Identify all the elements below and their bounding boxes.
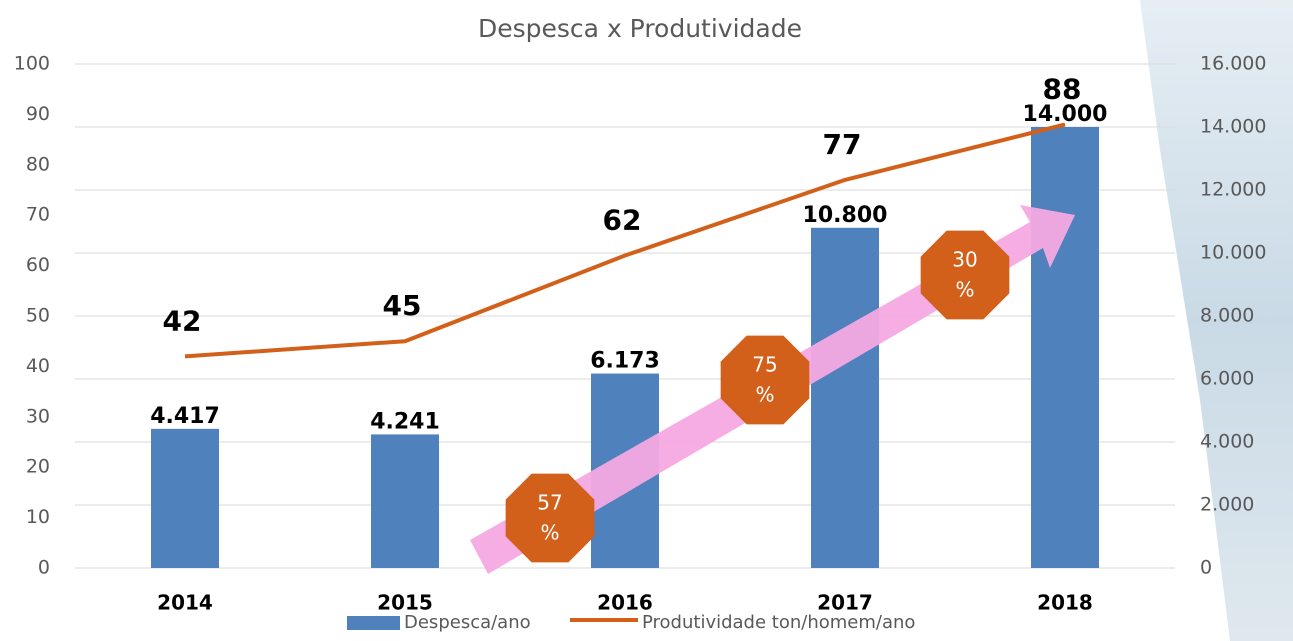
annotation-badge: [720, 335, 810, 425]
y2-tick-label: 2.000: [1200, 494, 1254, 516]
x-tick-label: 2016: [597, 591, 653, 615]
x-tick-label: 2018: [1037, 591, 1093, 615]
y2-tick-label: 4.000: [1200, 431, 1254, 453]
bar: [371, 434, 439, 568]
y-tick-label: 30: [26, 405, 50, 427]
annotation-text: 30: [952, 248, 977, 272]
y2-tick-label: 0: [1200, 557, 1212, 579]
bar: [811, 227, 879, 569]
line-value-label: 62: [603, 204, 642, 237]
y-tick-label: 40: [26, 355, 50, 377]
y-tick-label: 100: [14, 53, 50, 75]
y-tick-label: 20: [26, 456, 50, 478]
legend-swatch: [347, 616, 400, 630]
bar: [151, 428, 219, 568]
annotation-text: %: [955, 278, 974, 302]
y2-tick-label: 6.000: [1200, 368, 1254, 390]
bar-value-label: 4.241: [370, 409, 440, 434]
annotation-badge: [920, 230, 1010, 320]
y2-tick-label: 12.000: [1200, 179, 1266, 201]
y-tick-label: 60: [26, 254, 50, 276]
y-tick-label: 80: [26, 153, 50, 175]
annotation-text: %: [540, 521, 559, 545]
bar: [1031, 127, 1099, 568]
y2-tick-label: 14.000: [1200, 116, 1266, 138]
x-tick-label: 2015: [377, 591, 433, 615]
legend: Despesca/ano Produtividade ton/homem/ano: [347, 612, 915, 633]
line: [184, 122, 1066, 359]
chart-title: Despesca x Produtividade: [478, 14, 802, 43]
annotation-badge: [505, 473, 595, 563]
annotation-text: 57: [537, 491, 562, 515]
y2-tick-label: 8.000: [1200, 305, 1254, 327]
y-tick-label: 50: [26, 305, 50, 327]
line-value-label: 45: [383, 289, 422, 322]
annotation-text: %: [755, 383, 774, 407]
y2-tick-label: 16.000: [1200, 53, 1266, 75]
line-value-label: 88: [1043, 72, 1082, 105]
legend-label: Despesca/ano: [404, 612, 531, 633]
y-tick-label: 10: [26, 506, 50, 528]
x-tick-label: 2017: [817, 591, 873, 615]
bar-value-label: 4.417: [150, 404, 220, 429]
y-tick-label: 70: [26, 204, 50, 226]
bar-value-label: 10.800: [803, 203, 888, 228]
line-value-label: 77: [823, 128, 862, 161]
legend-label: Produtividade ton/homem/ano: [642, 612, 915, 633]
line-value-label: 42: [163, 304, 202, 337]
bar-value-label: 14.000: [1023, 102, 1108, 127]
x-tick-label: 2014: [157, 591, 213, 615]
y2-tick-label: 10.000: [1200, 242, 1266, 264]
y-tick-label: 90: [26, 103, 50, 125]
annotation-text: 75: [752, 353, 777, 377]
y-tick-label: 0: [38, 557, 50, 579]
background-photo: [1140, 0, 1293, 641]
bar-value-label: 6.173: [590, 349, 660, 374]
